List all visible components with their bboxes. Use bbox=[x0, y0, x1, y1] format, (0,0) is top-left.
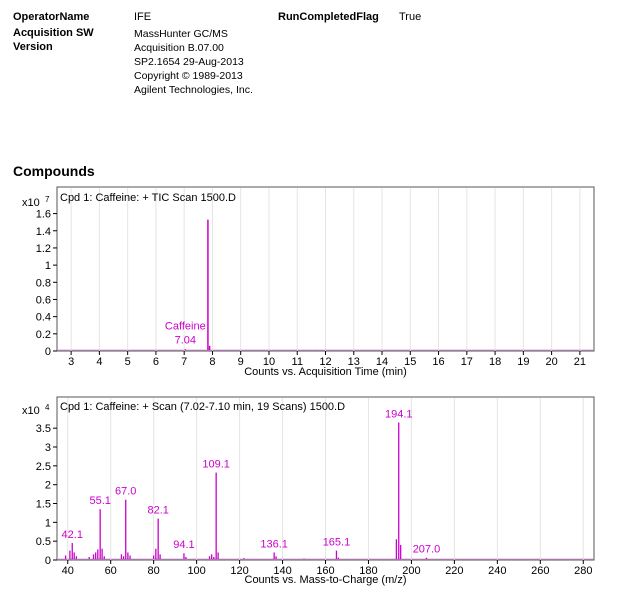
operator-name-value: IFE bbox=[134, 11, 152, 23]
x-tick-label: 9 bbox=[238, 356, 244, 368]
x-tick-label: 7 bbox=[181, 356, 187, 368]
x-tick-label: 21 bbox=[574, 356, 586, 368]
peak-value-label: 82.1 bbox=[147, 505, 168, 517]
run-completed-key: RunCompletedFlag bbox=[278, 11, 379, 23]
y-tick-label: 1.2 bbox=[36, 243, 51, 255]
y-tick-label: 3 bbox=[45, 442, 51, 454]
y-tick-label: 2 bbox=[45, 480, 51, 492]
x-tick-label: 60 bbox=[105, 565, 117, 577]
x-tick-label: 6 bbox=[153, 356, 159, 368]
peak-value-label: 7.04 bbox=[175, 334, 196, 346]
x-tick-label: 160 bbox=[316, 565, 334, 577]
run-completed-value: True bbox=[399, 11, 422, 23]
y-tick-label: 0 bbox=[45, 346, 51, 358]
x-tick-label: 4 bbox=[96, 356, 102, 368]
x-tick-label: 140 bbox=[273, 565, 291, 577]
peak-value-label: 42.1 bbox=[62, 529, 83, 541]
x-axis-title: Counts vs. Acquisition Time (min) bbox=[244, 366, 407, 378]
acquisition-sw-value: MassHunter GC/MS Acquisition B.07.00 SP2… bbox=[134, 27, 253, 97]
acq-line: SP2.1654 29-Aug-2013 bbox=[134, 56, 244, 68]
x-tick-label: 18 bbox=[489, 356, 501, 368]
x-tick-label: 200 bbox=[402, 565, 420, 577]
x-tick-label: 220 bbox=[445, 565, 463, 577]
scale-exponent-label: 7 bbox=[45, 195, 50, 204]
x-tick-label: 13 bbox=[348, 356, 360, 368]
x-tick-label: 120 bbox=[230, 565, 248, 577]
x-tick-label: 240 bbox=[488, 565, 506, 577]
x-tick-label: 10 bbox=[263, 356, 275, 368]
peak-name-label: Caffeine bbox=[165, 320, 206, 332]
y-tick-label: 1 bbox=[45, 517, 51, 529]
x-tick-label: 12 bbox=[319, 356, 331, 368]
acq-line: MassHunter GC/MS bbox=[134, 28, 228, 40]
y-tick-label: 0 bbox=[45, 555, 51, 567]
operator-name-key: OperatorName bbox=[13, 11, 90, 23]
version-key: Version bbox=[13, 41, 53, 53]
section-title-compounds: Compounds bbox=[13, 163, 95, 179]
x-tick-label: 180 bbox=[359, 565, 377, 577]
peak-value-label: 109.1 bbox=[202, 459, 230, 471]
x-tick-label: 40 bbox=[62, 565, 74, 577]
y-tick-label: 1.4 bbox=[36, 226, 51, 238]
x-tick-label: 100 bbox=[187, 565, 205, 577]
y-tick-label: 1.6 bbox=[36, 209, 51, 221]
x-tick-label: 19 bbox=[517, 356, 529, 368]
x-tick-label: 17 bbox=[461, 356, 473, 368]
scale-base-label: x10 bbox=[22, 197, 40, 209]
y-tick-label: 1 bbox=[45, 260, 51, 272]
x-tick-label: 8 bbox=[209, 356, 215, 368]
x-tick-label: 280 bbox=[574, 565, 592, 577]
peak-value-label: 55.1 bbox=[89, 495, 110, 507]
y-tick-label: 0.5 bbox=[36, 536, 51, 548]
peak-value-label: 67.0 bbox=[115, 486, 136, 498]
peak-value-label: 194.1 bbox=[385, 409, 413, 421]
x-tick-label: 80 bbox=[148, 565, 160, 577]
scale-exponent-label: 4 bbox=[45, 403, 50, 412]
x-tick-label: 15 bbox=[404, 356, 416, 368]
peak-value-label: 165.1 bbox=[323, 537, 351, 549]
x-tick-label: 14 bbox=[376, 356, 388, 368]
x-tick-label: 11 bbox=[292, 356, 303, 368]
peak-value-label: 207.0 bbox=[413, 544, 441, 556]
y-tick-label: 0.2 bbox=[36, 329, 51, 341]
y-tick-label: 0.4 bbox=[36, 312, 51, 324]
y-tick-label: 0.8 bbox=[36, 277, 51, 289]
y-tick-label: 2.5 bbox=[36, 461, 51, 473]
x-tick-label: 5 bbox=[125, 356, 131, 368]
acquisition-sw-key: Acquisition SW bbox=[13, 27, 94, 39]
peak-value-label: 136.1 bbox=[260, 538, 288, 550]
acq-line: Acquisition B.07.00 bbox=[134, 42, 224, 54]
chart-title: Cpd 1: Caffeine: + Scan (7.02-7.10 min, … bbox=[60, 401, 345, 413]
x-tick-label: 260 bbox=[531, 565, 549, 577]
chart-title: Cpd 1: Caffeine: + TIC Scan 1500.D bbox=[60, 192, 236, 204]
acq-line: Agilent Technologies, Inc. bbox=[134, 84, 253, 96]
x-tick-label: 3 bbox=[68, 356, 74, 368]
x-tick-label: 16 bbox=[432, 356, 444, 368]
y-tick-label: 1.5 bbox=[36, 499, 51, 511]
y-tick-label: 3.5 bbox=[36, 423, 51, 435]
y-tick-label: 0.6 bbox=[36, 294, 51, 306]
acq-line: Copyright © 1989-2013 bbox=[134, 70, 243, 82]
x-axis-title: Counts vs. Mass-to-Charge (m/z) bbox=[245, 574, 407, 586]
peak-value-label: 94.1 bbox=[173, 539, 194, 551]
scale-base-label: x10 bbox=[22, 405, 40, 417]
x-tick-label: 20 bbox=[545, 356, 557, 368]
